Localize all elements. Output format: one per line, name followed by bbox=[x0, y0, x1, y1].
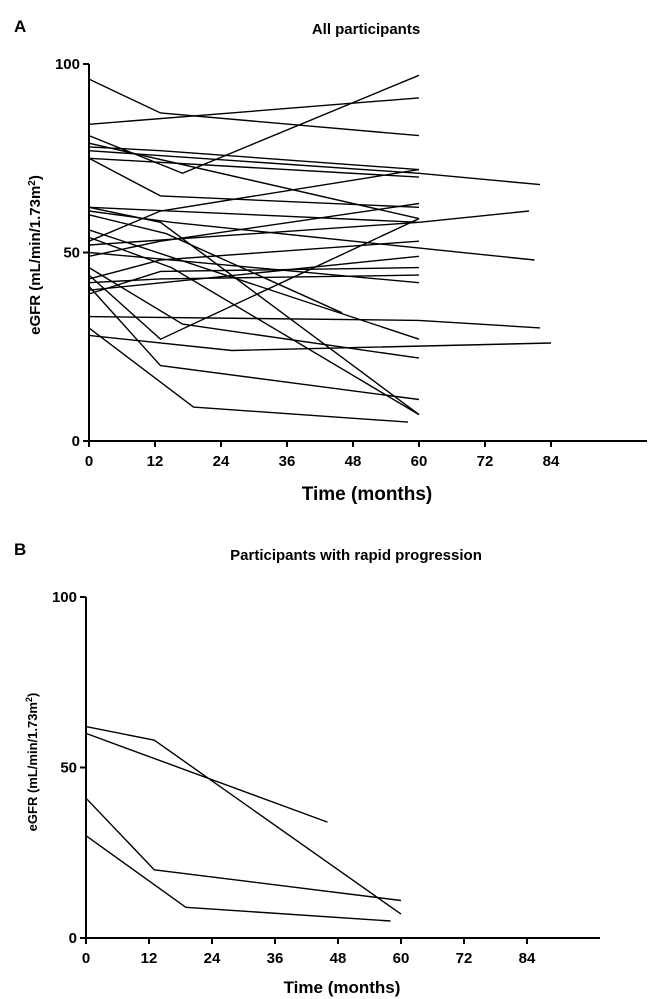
panel-a-participant-line bbox=[88, 157, 420, 208]
panel-a-participant-line bbox=[88, 168, 420, 242]
panel-a-participant-line bbox=[88, 157, 420, 178]
panel-a-participant-line bbox=[88, 315, 541, 329]
panel-b-y-tick-label: 100 bbox=[52, 589, 77, 606]
panel-b-y-axis-label-main: eGFR (mL/min/1.73m bbox=[25, 702, 40, 831]
panel-a-x-axis-label: Time (months) bbox=[302, 484, 433, 505]
panel-b-x-tick-label: 0 bbox=[82, 950, 90, 967]
panel-b-y-axis-label-close: ) bbox=[25, 693, 40, 697]
panel-b-y-axis-label-sup: 2 bbox=[24, 697, 34, 702]
panel-b-y-tick-label: 0 bbox=[69, 930, 77, 947]
panel-a-x-tick-label: 24 bbox=[213, 453, 230, 470]
panel-b-x-tick-label: 24 bbox=[204, 950, 221, 967]
panel-a-participant-line bbox=[88, 214, 343, 314]
panel-b-series bbox=[85, 725, 402, 922]
panel-b-x-tick-label: 48 bbox=[330, 950, 347, 967]
panel-a-x-tick-label: 84 bbox=[543, 453, 560, 470]
panel-b-y-axis-label: eGFR (mL/min/1.73m2) bbox=[24, 693, 40, 832]
panel-b-participant-line bbox=[85, 835, 391, 922]
panel-b-y-tick-label: 50 bbox=[60, 760, 77, 777]
panel-a-y-axis-label: eGFR (mL/min/1.73m2) bbox=[27, 175, 45, 335]
panel-a-x-tick-label: 48 bbox=[345, 453, 362, 470]
panel-a-participant-line bbox=[88, 150, 541, 186]
panel-a-participant-line bbox=[88, 266, 420, 295]
panel-b-title: Participants with rapid progression bbox=[230, 547, 482, 564]
panel-a-participant-line bbox=[88, 97, 420, 125]
panel-b-letter: B bbox=[14, 540, 26, 559]
panel-b-x-tick-label: 84 bbox=[519, 950, 536, 967]
panel-a-participant-line bbox=[88, 210, 535, 261]
panel-a-y-axis-label-sup: 2 bbox=[27, 180, 38, 186]
panel-b-x-tick-label: 12 bbox=[141, 950, 158, 967]
panel-b: B Participants with rapid progression eG… bbox=[14, 540, 600, 997]
panel-a-participant-line bbox=[88, 78, 420, 137]
panel-a-participant-line bbox=[88, 210, 530, 246]
panel-b-y-ticks: 0 50 100 bbox=[52, 589, 86, 947]
panel-a-participant-line bbox=[88, 285, 420, 401]
panel-b-x-tick-label: 36 bbox=[267, 950, 284, 967]
panel-a-y-ticks: 0 50 100 bbox=[55, 56, 89, 450]
panel-a-participant-line bbox=[88, 74, 420, 175]
panel-a: A All participants eGFR (mL/min/1.73m2) … bbox=[14, 17, 647, 505]
panel-a-participant-line bbox=[88, 229, 420, 340]
panel-a-participant-line bbox=[88, 217, 420, 341]
panel-b-x-axis-label: Time (months) bbox=[284, 978, 401, 997]
panel-a-participant-line bbox=[88, 236, 420, 416]
panel-a-y-tick-label: 100 bbox=[55, 56, 80, 73]
panel-a-y-axis-label-main: eGFR (mL/min/1.73m bbox=[27, 186, 44, 335]
panel-a-letter: A bbox=[14, 17, 26, 36]
panel-a-participant-line bbox=[88, 146, 420, 171]
panel-a-participant-line bbox=[88, 206, 420, 416]
panel-a-participant-line bbox=[88, 206, 420, 223]
panel-a-participant-line bbox=[88, 327, 409, 423]
panel-a-x-ticks: 0 12 24 36 48 60 72 84 bbox=[85, 441, 560, 470]
panel-a-y-axis-label-close: ) bbox=[27, 175, 44, 180]
panel-a-title: All participants bbox=[312, 21, 420, 38]
panel-a-series bbox=[88, 74, 552, 423]
panel-b-x-ticks: 0 12 24 36 48 60 72 84 bbox=[82, 938, 536, 967]
panel-a-x-tick-label: 0 bbox=[85, 453, 93, 470]
panel-a-x-tick-label: 12 bbox=[147, 453, 164, 470]
panel-b-participant-line bbox=[85, 797, 402, 902]
panel-b-x-tick-label: 72 bbox=[456, 950, 473, 967]
panel-a-x-tick-label: 36 bbox=[279, 453, 296, 470]
panel-a-participant-line bbox=[88, 142, 420, 220]
panel-a-x-tick-label: 60 bbox=[411, 453, 428, 470]
panel-a-participant-line bbox=[88, 202, 420, 257]
panel-b-x-tick-label: 60 bbox=[393, 950, 410, 967]
panel-a-x-tick-label: 72 bbox=[477, 453, 494, 470]
panel-a-participant-line bbox=[88, 240, 420, 280]
panel-a-participant-line bbox=[88, 334, 552, 352]
panel-a-y-tick-label: 0 bbox=[72, 433, 80, 450]
panel-a-y-tick-label: 50 bbox=[63, 245, 80, 262]
panel-b-participant-line bbox=[85, 725, 402, 915]
panel-a-participant-line bbox=[88, 267, 420, 359]
